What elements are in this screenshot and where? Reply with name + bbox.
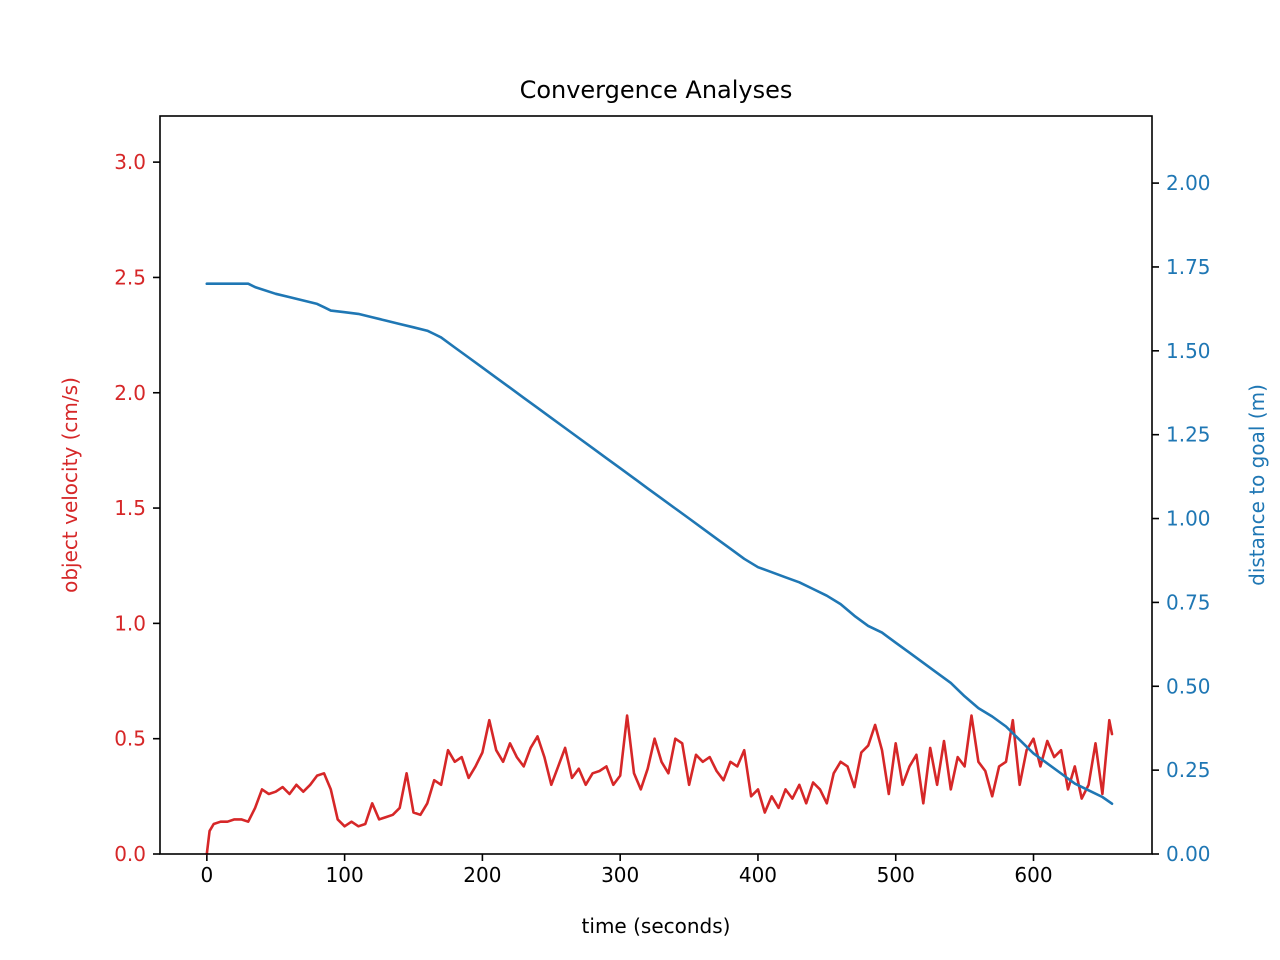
x-axis-ticks: 0 100 200 300 400 500 600 [200,854,1053,887]
y-left-tick-label: 1.5 [114,496,146,520]
x-axis-label: time (seconds) [582,914,731,938]
y-left-tick-label: 2.0 [114,381,146,405]
y-right-tick-label: 1.25 [1166,423,1211,447]
y-left-tick-label: 0.0 [114,842,146,866]
y-axis-right-ticks: 0.00 0.25 0.50 0.75 1.00 1.25 1.50 1.75 2.00 [1152,171,1211,866]
y-right-tick-label: 0.25 [1166,758,1211,782]
y-right-tick-label: 0.00 [1166,842,1211,866]
y-right-tick-label: 0.50 [1166,674,1211,698]
object-velocity-line [205,714,1114,856]
y-axis-left-label: object velocity (cm/s) [58,377,82,593]
y-axis-right-label: distance to goal (m) [1245,384,1269,586]
y-left-tick-label: 2.5 [114,265,146,289]
plot-frame [159,115,1153,855]
plot-lines [205,282,1114,856]
y-right-tick-label: 1.00 [1166,507,1211,531]
y-right-tick-label: 1.50 [1166,339,1211,363]
x-tick-label: 100 [326,863,364,887]
chart-title: Convergence Analyses [520,76,793,104]
y-axis-left-ticks: 0.0 0.5 1.0 1.5 2.0 2.5 3.0 [114,150,160,866]
y-right-tick-label: 1.75 [1166,255,1211,279]
y-right-tick-label: 2.00 [1166,171,1211,195]
y-right-tick-label: 0.75 [1166,590,1211,614]
x-tick-label: 0 [200,863,213,887]
y-left-tick-label: 1.0 [114,611,146,635]
y-left-tick-label: 3.0 [114,150,146,174]
distance-to-goal-line [205,282,1114,806]
x-tick-label: 500 [877,863,915,887]
x-tick-label: 200 [463,863,501,887]
x-tick-label: 600 [1014,863,1052,887]
x-tick-label: 300 [601,863,639,887]
y-left-tick-label: 0.5 [114,727,146,751]
x-tick-label: 400 [739,863,777,887]
